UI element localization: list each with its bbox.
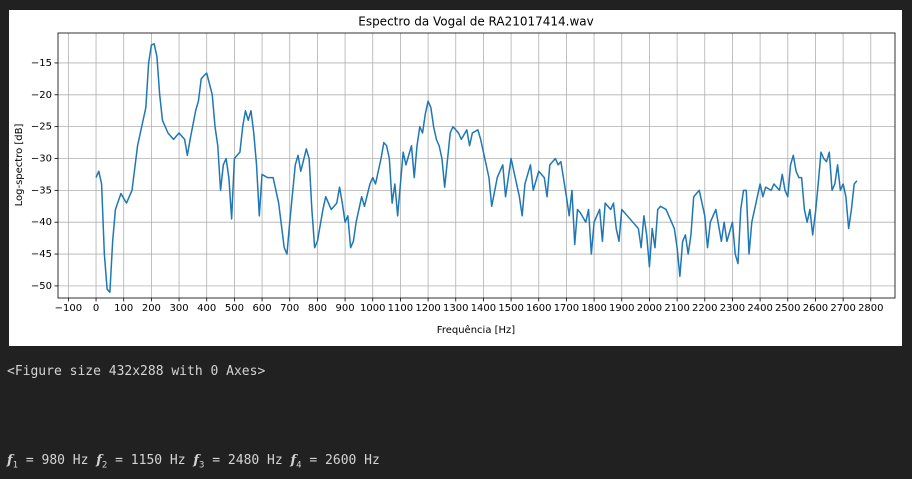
formant-symbol: f — [7, 453, 13, 468]
formant-value: = 2600 Hz — [309, 453, 380, 468]
x-tick-label: 800 — [308, 303, 327, 314]
x-tick-label: 1600 — [526, 303, 551, 314]
formant-index: 1 — [12, 460, 19, 471]
x-tick-label: 2000 — [637, 303, 662, 314]
chart-title: Espectro da Vogal de RA21017414.wav — [358, 15, 594, 29]
x-tick-label: 1300 — [443, 303, 468, 314]
x-tick-label: 300 — [170, 303, 189, 314]
formant-index: 3 — [199, 460, 205, 471]
formant-index: 2 — [101, 460, 108, 471]
x-tick-label: 900 — [336, 303, 355, 314]
y-tick-label: −15 — [31, 58, 52, 69]
y-tick-label: −35 — [31, 185, 52, 196]
formant-value: = 1150 Hz — [115, 453, 186, 468]
axes-frame — [57, 32, 896, 299]
x-tick-label: 2100 — [664, 303, 689, 314]
formant-value: = 980 Hz — [25, 453, 89, 468]
x-tick-label: 100 — [114, 303, 133, 314]
y-tick-label: −30 — [31, 153, 52, 164]
formant-symbol: f — [193, 453, 200, 468]
x-tick-label: 1700 — [554, 303, 579, 314]
formant-index: 4 — [296, 460, 302, 471]
figure-repr: <Figure size 432x288 with 0 Axes> — [7, 364, 266, 379]
y-tick-label: −40 — [31, 217, 52, 228]
x-tick-label: −100 — [55, 303, 82, 314]
formant-symbol: f — [290, 453, 297, 468]
figure: Espectro da Vogal de RA21017414.wav Freq… — [9, 10, 902, 346]
x-tick-label: 2300 — [720, 303, 745, 314]
spectrum-line — [95, 43, 858, 294]
x-tick-label: 1800 — [581, 303, 606, 314]
x-tick-label: 1900 — [609, 303, 634, 314]
y-tick-label: −25 — [31, 122, 52, 133]
x-tick-label: 2500 — [775, 303, 800, 314]
y-tick-label: −50 — [31, 281, 52, 292]
y-tick-label: −20 — [31, 90, 52, 101]
x-tick-label: 2400 — [747, 303, 772, 314]
x-tick-label: 1200 — [415, 303, 440, 314]
formant-value: = 2480 Hz — [212, 453, 283, 468]
x-tick-label: 1000 — [360, 303, 385, 314]
x-tick-label: 600 — [253, 303, 272, 314]
x-tick-label: 200 — [142, 303, 161, 314]
x-tick-label: 0 — [93, 303, 99, 314]
x-tick-label: 400 — [197, 303, 216, 314]
x-tick-label: 1100 — [388, 303, 413, 314]
x-tick-label: 2600 — [803, 303, 828, 314]
y-tick-label: −45 — [31, 249, 52, 260]
x-axis-label: Frequência [Hz] — [437, 324, 515, 336]
x-tick-label: 1500 — [498, 303, 523, 314]
x-tick-label: 700 — [280, 303, 299, 314]
y-axis-label: Log-spectro [dB] — [14, 124, 25, 207]
x-tick-label: 500 — [225, 303, 244, 314]
x-tick-label: 1400 — [471, 303, 496, 314]
x-tick-label: 2200 — [692, 303, 717, 314]
x-tick-label: 2700 — [830, 303, 855, 314]
formant-symbol: f — [96, 453, 102, 468]
formant-list: f1 = 980 Hz f2 = 1150 Hz f3 = 2480 Hz f4… — [7, 453, 388, 471]
x-tick-label: 2800 — [858, 303, 883, 314]
